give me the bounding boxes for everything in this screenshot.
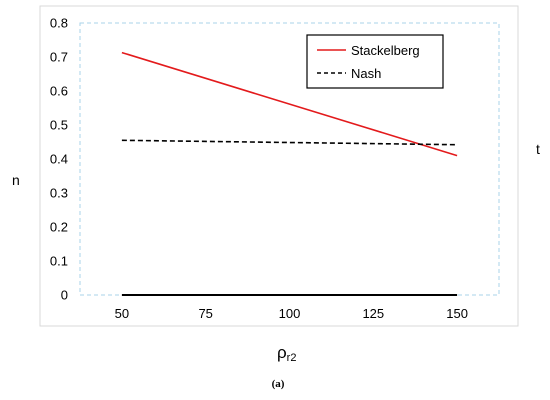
series-line-stackelberg — [121, 51, 458, 157]
y-tick-label: 0.4 — [50, 152, 68, 167]
x-tick-label: 150 — [446, 306, 468, 321]
y-axis-label: n — [12, 172, 20, 188]
y-tick-label: 0.1 — [50, 254, 68, 269]
legend-box — [306, 34, 444, 89]
y-tick-label: 0.3 — [50, 186, 68, 201]
y-tick-label: 0.7 — [50, 50, 68, 65]
right-axis-label: t — [536, 141, 540, 157]
plot-area-border — [79, 22, 500, 296]
figure-caption: (a) — [272, 378, 285, 390]
chart-area-frame — [39, 5, 519, 327]
legend-label-nash: Nash — [351, 66, 381, 81]
x-axis-label: ρr2 — [277, 343, 296, 364]
x-tick-label: 75 — [198, 306, 212, 321]
x-tick-label: 50 — [115, 306, 129, 321]
y-tick-label: 0.5 — [50, 118, 68, 133]
x-axis-label-subscript: r2 — [287, 352, 297, 364]
x-axis-label-main: ρ — [277, 343, 287, 362]
y-axis-ticks: 0 0.1 0.2 0.3 0.4 0.5 0.6 0.7 0.8 — [50, 16, 68, 303]
y-tick-label: 0 — [61, 288, 68, 303]
legend-label-stackelberg: Stackelberg — [351, 43, 420, 58]
x-axis-ticks: 50 75 100 125 150 — [115, 306, 468, 321]
y-tick-label: 0.8 — [50, 16, 68, 31]
y-tick-label: 0.6 — [50, 84, 68, 99]
x-tick-label: 100 — [279, 306, 301, 321]
x-tick-label: 125 — [362, 306, 384, 321]
y-tick-label: 0.2 — [50, 220, 68, 235]
legend: Stackelberg Nash — [306, 34, 444, 89]
series-lines — [121, 51, 458, 157]
